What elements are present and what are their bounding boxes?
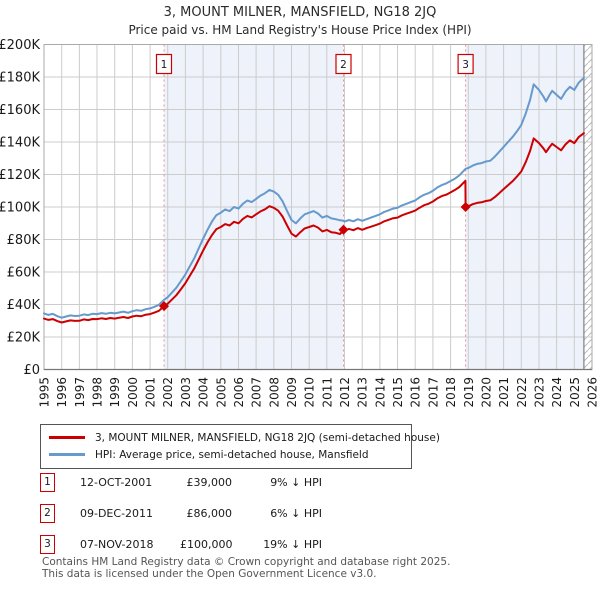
transaction-hpi-delta: 9% ↓ HPI (270, 475, 322, 489)
transaction-number-badge: 3 (40, 534, 55, 554)
svg-text:£100K: £100K (0, 201, 40, 216)
legend-label: 3, MOUNT MILNER, MANSFIELD, NG18 2JQ (se… (95, 431, 440, 444)
svg-text:2016: 2016 (409, 377, 423, 408)
chart-legend: 3, MOUNT MILNER, MANSFIELD, NG18 2JQ (se… (40, 424, 440, 469)
sale-marker-3 (460, 202, 471, 212)
svg-text:2007: 2007 (250, 377, 264, 408)
svg-text:2013: 2013 (356, 377, 370, 408)
svg-text:1996: 1996 (55, 377, 69, 408)
legend-item-price-paid: 3, MOUNT MILNER, MANSFIELD, NG18 2JQ (se… (49, 429, 440, 446)
svg-text:1999: 1999 (108, 377, 122, 408)
svg-text:2008: 2008 (267, 377, 281, 408)
svg-text:2017: 2017 (426, 377, 440, 408)
hpi-line (43, 76, 585, 319)
transaction-price: £39,000 (186, 475, 233, 489)
footer-license: Contains HM Land Registry data © Crown c… (42, 556, 450, 580)
svg-text:2025: 2025 (568, 377, 582, 408)
svg-text:2011: 2011 (320, 377, 334, 408)
transaction-row-3: 3 07-NOV-2018 £100,000 19% ↓ HPI (40, 534, 560, 554)
legend-line-swatch (49, 453, 85, 456)
svg-text:2023: 2023 (533, 377, 547, 408)
price-paid-line (43, 132, 585, 324)
svg-text:2024: 2024 (550, 377, 564, 408)
svg-text:2000: 2000 (126, 377, 140, 408)
svg-text:£20K: £20K (7, 331, 41, 346)
page-subtitle: Price paid vs. HM Land Registry's House … (128, 23, 472, 37)
svg-text:£0: £0 (23, 363, 40, 378)
svg-text:£180K: £180K (0, 71, 40, 86)
svg-text:2009: 2009 (285, 377, 299, 408)
transaction-price: £86,000 (186, 506, 233, 520)
svg-text:2026: 2026 (586, 377, 600, 408)
svg-text:2001: 2001 (144, 377, 158, 408)
sale-marker-2 (338, 224, 349, 235)
transaction-date: 07-NOV-2018 (80, 537, 154, 551)
svg-text:1997: 1997 (73, 377, 87, 408)
svg-text:2021: 2021 (497, 377, 511, 408)
price-history-chart: 1 2 3 £0 £20K £40K £60K £80K £100K £120K £140K £160… (0, 38, 600, 408)
sale-flag-2 (335, 53, 352, 75)
sale-flag-1 (155, 53, 173, 75)
svg-text:£40K: £40K (7, 298, 41, 313)
svg-text:2019: 2019 (462, 377, 476, 408)
footer-line-2: This data is licensed under the Open Gov… (42, 568, 377, 581)
legend-label: HPI: Average price, semi-detached house,… (95, 448, 369, 461)
svg-text:2005: 2005 (214, 377, 228, 408)
transaction-row-1: 1 12-OCT-2001 £39,000 9% ↓ HPI (40, 472, 560, 492)
svg-text:2020: 2020 (479, 377, 493, 408)
sale-flag-3 (457, 53, 474, 75)
transaction-price: £100,000 (180, 537, 233, 551)
svg-text:1998: 1998 (91, 377, 105, 408)
svg-text:2003: 2003 (179, 377, 193, 408)
svg-text:2006: 2006 (232, 377, 246, 408)
transaction-date: 09-DEC-2011 (80, 506, 154, 520)
transaction-date: 12-OCT-2001 (80, 475, 153, 489)
transaction-number-badge: 2 (40, 503, 55, 523)
transaction-hpi-delta: 6% ↓ HPI (270, 506, 322, 520)
svg-text:2014: 2014 (373, 377, 387, 408)
svg-text:2012: 2012 (338, 377, 352, 408)
svg-text:£200K: £200K (0, 38, 40, 53)
svg-text:2002: 2002 (161, 377, 175, 408)
svg-text:£160K: £160K (0, 103, 40, 118)
transaction-hpi-delta: 19% ↓ HPI (263, 537, 322, 551)
svg-text:1: 1 (161, 59, 168, 71)
svg-text:2018: 2018 (444, 377, 458, 408)
page-title: 3, MOUNT MILNER, MANSFIELD, NG18 2JQ (163, 5, 437, 20)
transaction-number-badge: 1 (40, 472, 55, 492)
svg-text:£120K: £120K (0, 168, 40, 183)
svg-text:£80K: £80K (7, 233, 41, 248)
svg-text:2022: 2022 (515, 377, 529, 408)
svg-text:£60K: £60K (7, 266, 41, 281)
legend-line-swatch (49, 436, 85, 439)
svg-text:£140K: £140K (0, 136, 40, 151)
svg-text:3: 3 (462, 59, 469, 71)
transaction-row-2: 2 09-DEC-2011 £86,000 6% ↓ HPI (40, 503, 560, 523)
legend-item-hpi: HPI: Average price, semi-detached house,… (49, 446, 403, 463)
svg-text:2004: 2004 (197, 377, 211, 408)
footer-line-1: Contains HM Land Registry data © Crown c… (42, 556, 451, 568)
sale-marker-1 (159, 301, 170, 312)
svg-text:2010: 2010 (303, 377, 317, 408)
svg-text:1995: 1995 (38, 377, 52, 408)
svg-text:2015: 2015 (391, 377, 405, 408)
svg-text:2: 2 (340, 59, 347, 71)
transaction-table: 1 12-OCT-2001 £39,000 9% ↓ HPI 2 09-DEC-2011 £… (40, 472, 560, 565)
